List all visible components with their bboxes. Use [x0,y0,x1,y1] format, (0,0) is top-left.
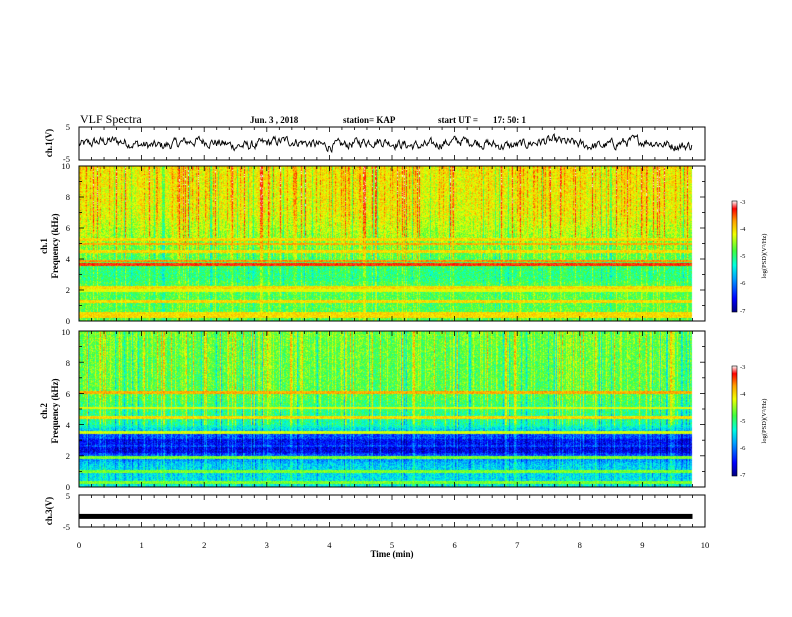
ch1-ytick-neg5: -5 [63,154,70,164]
ch3-flat-line [79,513,693,519]
spec2-channel-label: ch.2 [39,403,49,419]
start-label: start UT = [438,115,478,125]
x-tick-label: 6 [452,540,456,550]
cb2-label: log(PSD)(V²/Hz) [761,399,768,444]
spec1-channel-label: ch.1 [39,238,49,254]
x-tick-label: 3 [265,540,269,550]
station-label: station= KAP [343,115,396,125]
ch3-waveform-panel: 5 -5 ch.3(V) [44,491,706,532]
spec2-ytick-4: 4 [66,420,71,430]
x-tick-label: 8 [578,540,582,550]
ch1-ytick-5: 5 [66,122,70,132]
ch3-ytick-5: 5 [66,491,70,501]
x-tick-label: 0 [77,540,81,550]
cb1-tick-4: -4 [740,226,746,233]
spec2-ytick-0: 0 [66,482,70,492]
spec1-ytick-8: 8 [66,192,70,202]
cb1-tick-5: -5 [740,253,745,260]
ch1-ylabel: ch.1(V) [44,129,54,157]
x-tick-label: 10 [701,540,710,550]
x-tick-label: 7 [515,540,519,550]
colorbar-ch1-gradient [731,200,738,313]
spec2-ylabel: Frequency (kHz) [50,378,60,443]
colorbar-ch1: -3 -4 -5 -6 -7 log(PSD)(V²/Hz) [731,199,768,315]
spec1-ytick-2: 2 [66,285,70,295]
cb2-tick-4: -4 [740,391,746,398]
cb2-tick-7: -7 [740,472,746,479]
cb1-tick-6: -6 [740,280,746,287]
ch1-spectrogram-panel: 0 2 4 6 8 10 ch.1 Frequency (kHz) [39,161,706,326]
x-tick-label: 5 [390,540,394,550]
colorbar-ch2: -3 -4 -5 -6 -7 log(PSD)(V²/Hz) [731,364,768,479]
spec1-ytick-6: 6 [66,223,70,233]
time-ticks [78,127,706,527]
start-time: 17: 50: 1 [493,115,526,125]
cb2-tick-6: -6 [740,445,746,452]
figure-title: VLF Spectra [80,112,142,126]
ch3-ylabel: ch.3(V) [44,497,54,525]
ch2-spectrogram-panel: 0 2 4 6 8 10 ch.2 Frequency (kHz) [39,327,706,492]
x-tick-label: 1 [139,540,143,550]
spec2-ytick-6: 6 [66,389,70,399]
spec2-ytick-8: 8 [66,358,70,368]
cb1-label: log(PSD)(V²/Hz) [761,234,768,279]
date-label: Jun. 3 , 2018 [250,115,299,125]
spec2-ytick-10: 10 [62,327,71,337]
spec2-ytick-2: 2 [66,451,70,461]
x-tick-label: 9 [640,540,644,550]
spec1-ytick-4: 4 [66,254,71,264]
cb1-tick-7: -7 [740,308,746,315]
spec1-ytick-0: 0 [66,316,70,326]
spec1-ytick-10: 10 [62,161,71,171]
x-axis-label: Time (min) [370,549,413,559]
ch1-waveform-panel: 5 -5 ch.1(V) [44,122,706,164]
ch3-ytick-neg5: -5 [63,522,70,532]
cb1-tick-3: -3 [740,199,745,206]
ch1-spectrogram-heatmap [79,166,705,321]
spec1-ylabel: Frequency (kHz) [50,213,60,278]
cb2-tick-5: -5 [740,418,745,425]
cb2-tick-3: -3 [740,364,745,371]
ch1-waveform-line [78,133,693,154]
x-tick-label: 4 [327,540,332,550]
x-tick-label: 2 [202,540,206,550]
ch2-spectrogram-heatmap [79,331,705,487]
x-tick-labels: 0 1 2 3 4 5 6 7 8 9 10 [77,540,709,550]
colorbar-ch2-gradient [731,365,738,477]
